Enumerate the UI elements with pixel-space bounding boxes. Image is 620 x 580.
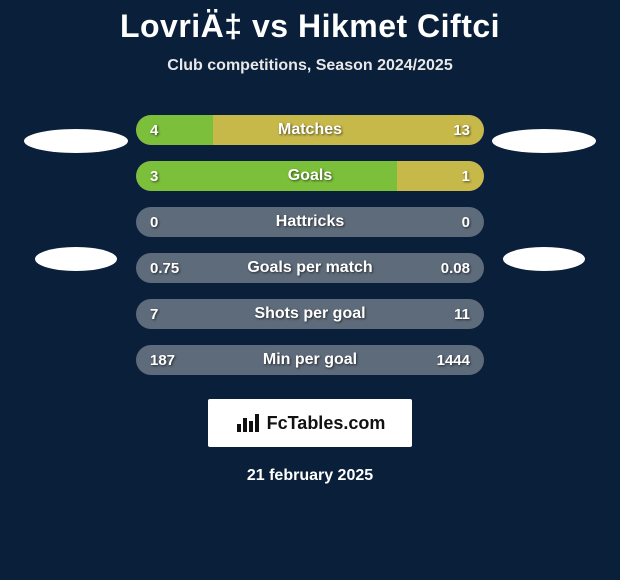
stat-fill-right bbox=[397, 161, 484, 191]
stat-value-right: 1444 bbox=[437, 352, 470, 369]
stat-value-left: 0 bbox=[150, 214, 158, 231]
stat-value-right: 0.08 bbox=[441, 260, 470, 277]
date-label: 21 february 2025 bbox=[247, 467, 373, 485]
stat-value-right: 11 bbox=[454, 306, 470, 323]
stat-label: Matches bbox=[278, 121, 342, 139]
stat-value-right: 13 bbox=[453, 122, 470, 139]
page-title: LovriÄ‡ vs Hikmet Ciftci bbox=[120, 8, 500, 45]
stat-fill-left bbox=[136, 161, 397, 191]
stat-fill-right bbox=[213, 115, 484, 145]
page-subtitle: Club competitions, Season 2024/2025 bbox=[167, 57, 452, 75]
stat-label: Shots per goal bbox=[254, 305, 365, 323]
logo-text: FcTables.com bbox=[267, 413, 386, 434]
player-avatar-placeholder-right-1 bbox=[492, 129, 596, 153]
stat-value-left: 187 bbox=[150, 352, 175, 369]
stat-value-left: 0.75 bbox=[150, 260, 179, 277]
stat-label: Goals bbox=[288, 167, 332, 185]
player-avatar-placeholder-left-1 bbox=[24, 129, 128, 153]
stat-value-left: 7 bbox=[150, 306, 158, 323]
player-avatar-placeholder-right-2 bbox=[503, 247, 585, 271]
stat-value-right: 1 bbox=[462, 168, 470, 185]
stat-bar: 0 Hattricks 0 bbox=[136, 207, 484, 237]
stat-label: Hattricks bbox=[276, 213, 344, 231]
stat-value-left: 3 bbox=[150, 168, 158, 185]
bars-icon bbox=[235, 412, 261, 434]
stat-label: Goals per match bbox=[247, 259, 372, 277]
stat-value-right: 0 bbox=[462, 214, 470, 231]
stats-column: 4 Matches 13 3 Goals 1 0 Hattricks 0 0.75 Goals pe… bbox=[136, 115, 484, 375]
stat-bar: 4 Matches 13 bbox=[136, 115, 484, 145]
stat-bar: 187 Min per goal 1444 bbox=[136, 345, 484, 375]
stat-label: Min per goal bbox=[263, 351, 357, 369]
stat-value-left: 4 bbox=[150, 122, 158, 139]
stat-fill-left bbox=[136, 115, 213, 145]
stat-bar: 7 Shots per goal 11 bbox=[136, 299, 484, 329]
player-avatar-placeholder-left-2 bbox=[35, 247, 117, 271]
stat-bar: 3 Goals 1 bbox=[136, 161, 484, 191]
fctables-logo[interactable]: FcTables.com bbox=[208, 399, 412, 447]
stat-bar: 0.75 Goals per match 0.08 bbox=[136, 253, 484, 283]
